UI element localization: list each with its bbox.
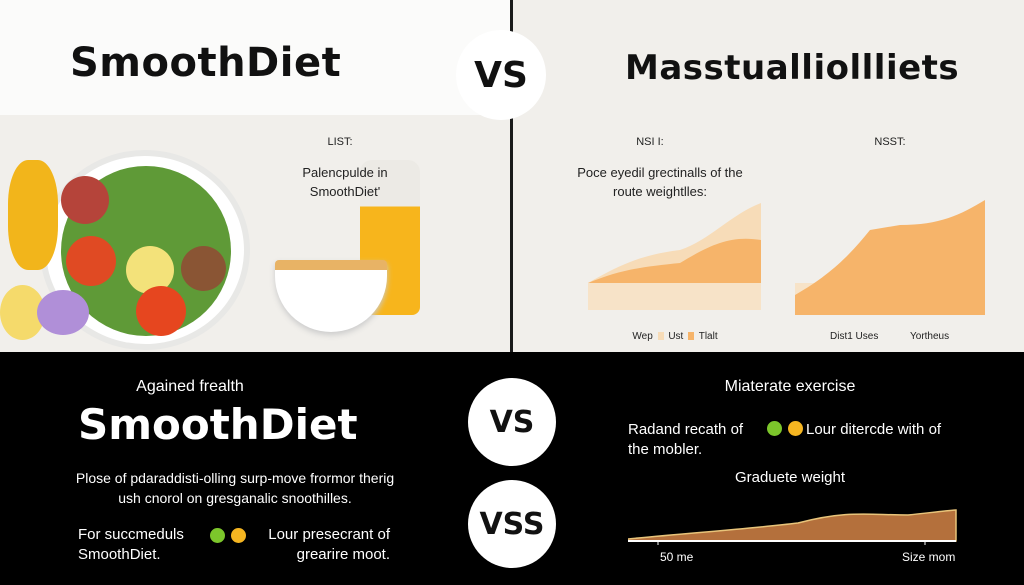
chart1-caption: Poce eyedil grectinalls of the route wei… (577, 165, 743, 199)
chart-title: Graduete weight (734, 469, 846, 486)
flower-image (37, 290, 89, 335)
legend-item: Tlalt (698, 331, 718, 342)
chart2-heading: NSST: (874, 136, 906, 148)
vs-badge-middle: VS (468, 378, 556, 466)
left-title: SmoothDiet (70, 40, 342, 86)
chart1-heading: NSI I: (636, 136, 664, 148)
vs-badge-top: VS (456, 30, 546, 120)
legend-right: Lour presecrant of grearire moot. (268, 526, 390, 563)
legend-item: Ust (668, 331, 684, 342)
weight-series (628, 509, 957, 542)
pineapple-image (8, 160, 58, 270)
x-tick-label: 50 me (660, 550, 694, 564)
legend-swatch-dark (688, 332, 695, 341)
bottom-title: SmoothDiet (78, 400, 358, 449)
chart2-series (795, 200, 985, 315)
chart2-label: Yortheus (910, 331, 950, 342)
legend-swatch-light (657, 332, 664, 341)
right-heading: Miaterate exercise (724, 378, 856, 395)
yellow-dot-icon (788, 421, 803, 436)
legend-left: For succmeduls SmoothDiet. (78, 526, 184, 563)
yellow-dot-icon (231, 528, 246, 543)
list-heading: LIST: (327, 136, 353, 148)
chart1-series-dark (588, 238, 761, 283)
list-caption: Palencpulde in SmoothDiet' (302, 165, 388, 199)
divider (510, 0, 513, 352)
bottom-description: Plose of pdaraddisti-olling surp-move fr… (75, 470, 395, 506)
x-tick-label: Size mom (902, 550, 956, 564)
green-dot-icon (210, 528, 225, 543)
area-charts (588, 200, 985, 315)
green-dot-icon (767, 421, 782, 436)
chart1-legend: Wep Ust Tlalt (600, 327, 750, 346)
legend-item: Wep (632, 331, 653, 342)
chart1-base-band (588, 283, 761, 310)
weight-area-chart (628, 509, 957, 545)
bottom-subtitle: Agained frealth (136, 378, 244, 395)
right-title: Masstualliollliets (625, 48, 960, 88)
salad-bowl-image (40, 150, 250, 350)
left-title-band (0, 0, 511, 115)
vs-badge-bottom: VSS (468, 480, 556, 568)
chart2-label: Dist1 Uses (830, 331, 879, 342)
right-text-left: Radand recath of the mobler. (628, 421, 744, 458)
right-text-right: Lour ditercde with of (806, 421, 942, 438)
